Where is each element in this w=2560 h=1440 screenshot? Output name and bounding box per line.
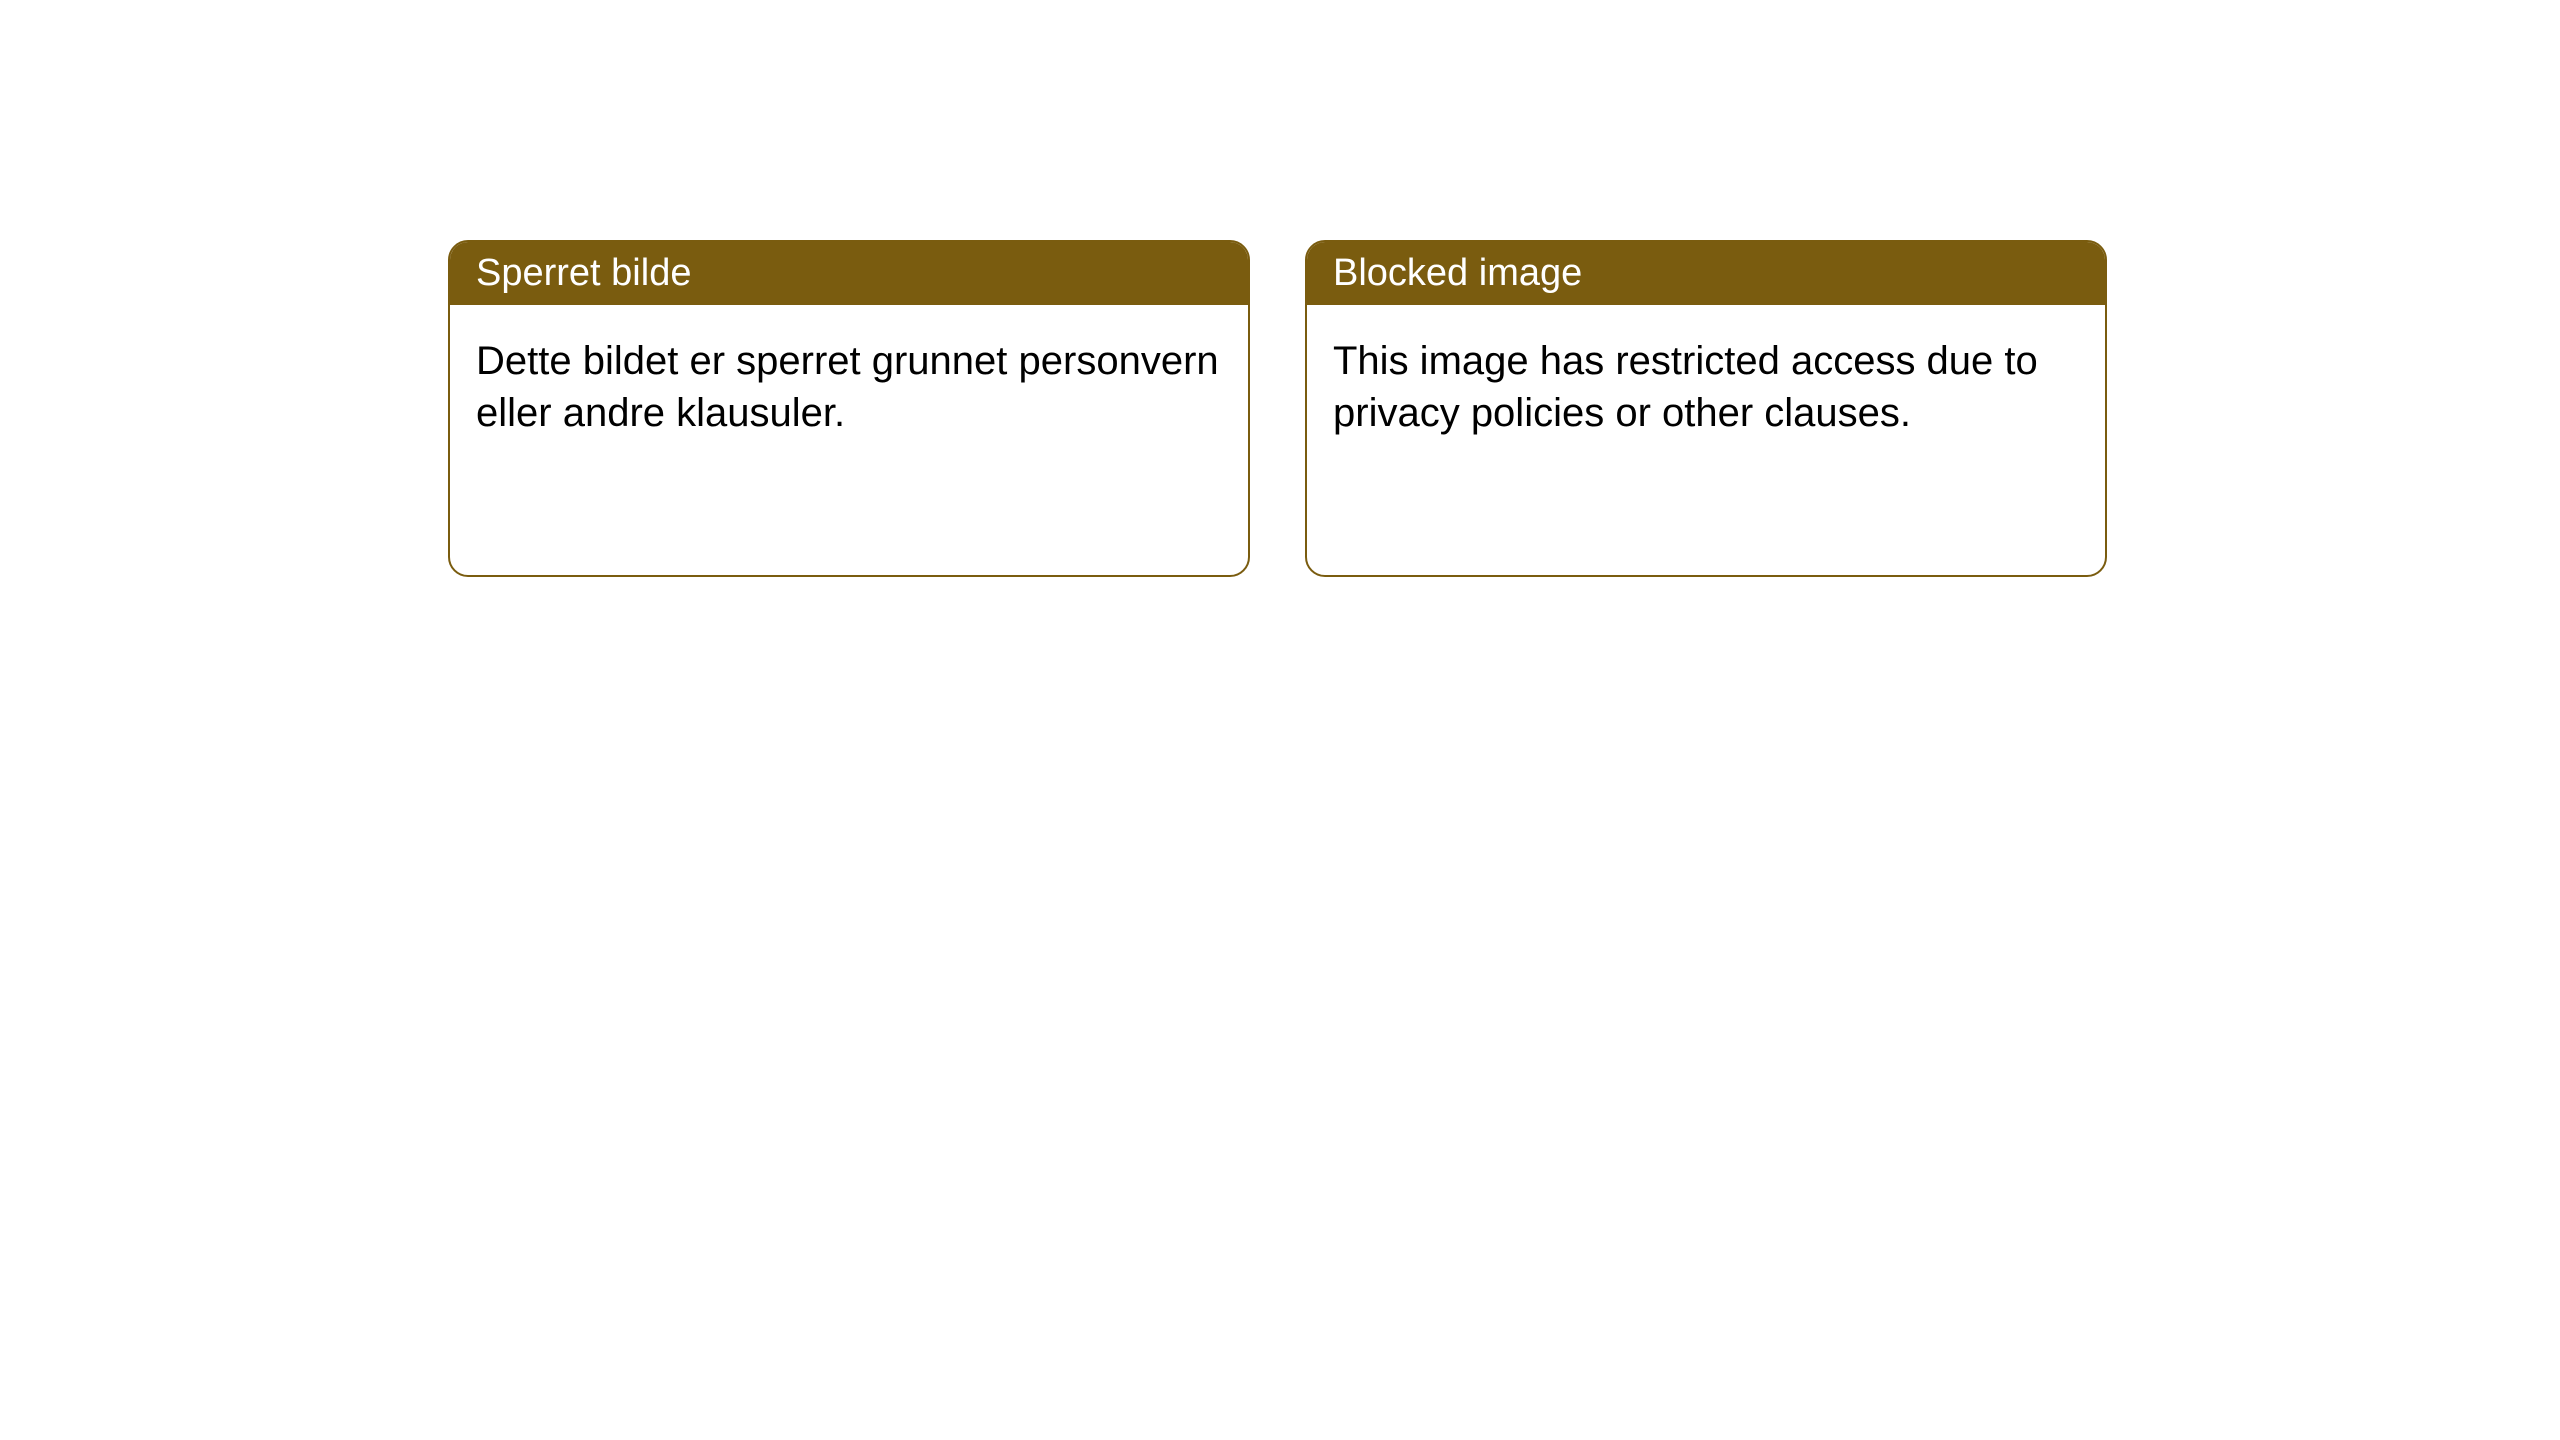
notice-body-english: This image has restricted access due to … — [1307, 305, 2105, 575]
notice-header-english: Blocked image — [1307, 242, 2105, 305]
notice-card-english: Blocked image This image has restricted … — [1305, 240, 2107, 577]
notice-text-norwegian: Dette bildet er sperret grunnet personve… — [476, 335, 1222, 439]
notice-body-norwegian: Dette bildet er sperret grunnet personve… — [450, 305, 1248, 575]
notice-card-norwegian: Sperret bilde Dette bildet er sperret gr… — [448, 240, 1250, 577]
notice-title-norwegian: Sperret bilde — [476, 252, 691, 294]
notice-text-english: This image has restricted access due to … — [1333, 335, 2079, 439]
notice-container: Sperret bilde Dette bildet er sperret gr… — [448, 240, 2107, 577]
notice-header-norwegian: Sperret bilde — [450, 242, 1248, 305]
notice-title-english: Blocked image — [1333, 252, 1582, 294]
